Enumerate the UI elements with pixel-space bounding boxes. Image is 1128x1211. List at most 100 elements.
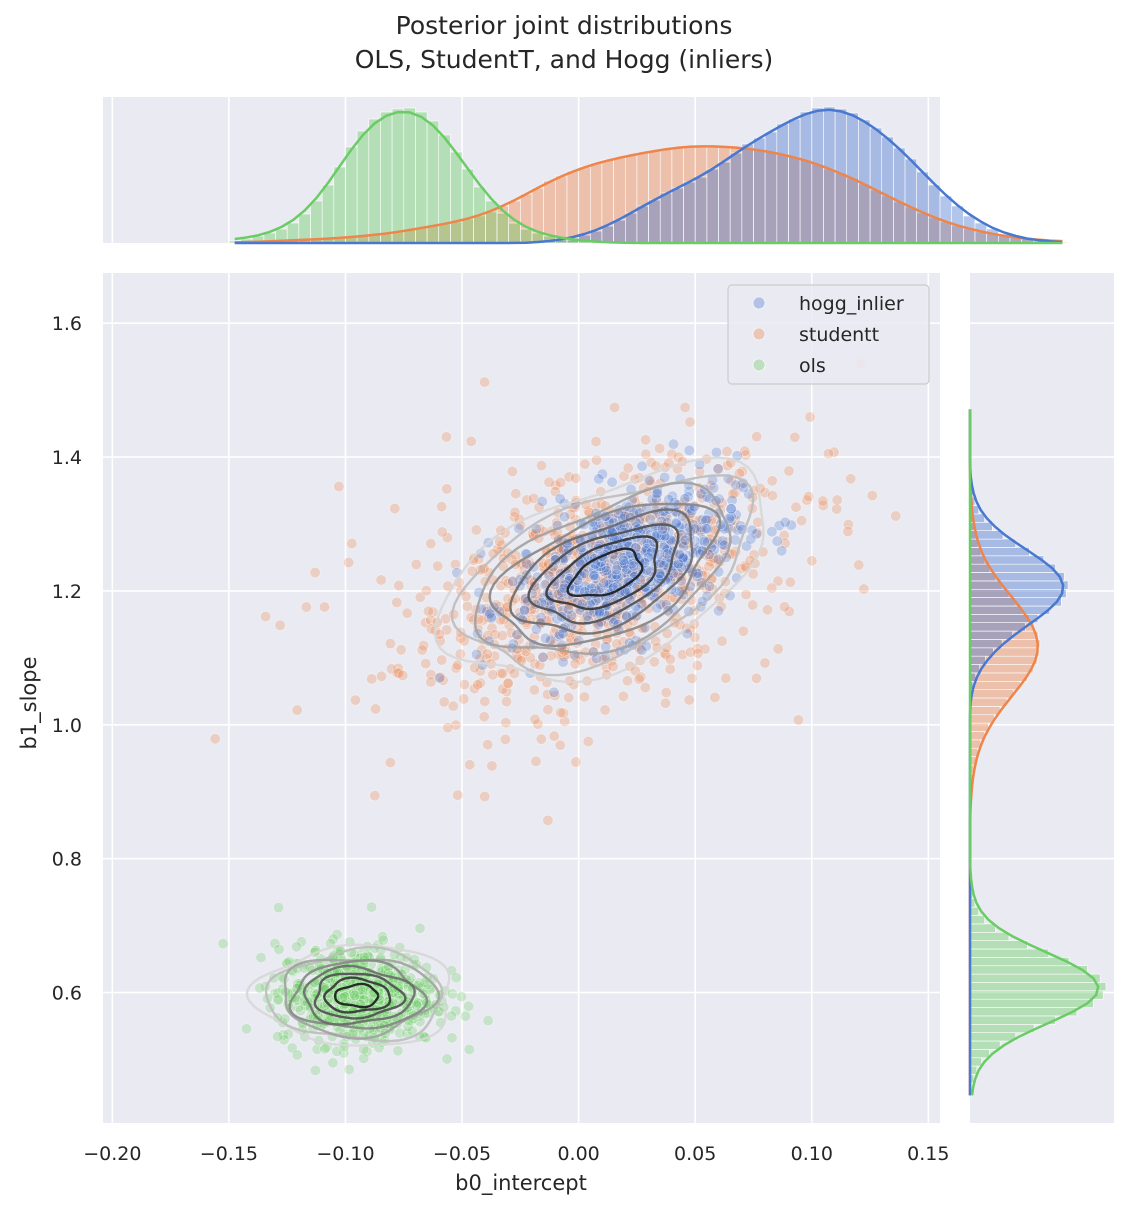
scatter-point <box>610 564 622 576</box>
marginal-y-bar <box>969 655 986 665</box>
scatter-point <box>548 567 560 579</box>
scatter-point <box>709 691 721 703</box>
marginal-y-bar <box>969 1049 990 1059</box>
scatter-point <box>648 656 660 668</box>
scatter-point <box>482 739 494 751</box>
scatter-point <box>548 730 560 742</box>
scatter-point <box>684 416 696 428</box>
scatter-point <box>331 928 343 940</box>
scatter-point <box>479 790 491 802</box>
scatter-point <box>463 1043 475 1055</box>
scatter-point <box>630 542 642 554</box>
scatter-point <box>272 994 284 1006</box>
scatter-point <box>291 704 303 716</box>
scatter-point <box>725 510 737 522</box>
scatter-point <box>563 692 575 704</box>
scatter-point <box>672 451 684 463</box>
scatter-point <box>570 472 582 484</box>
scatter-point <box>558 511 570 523</box>
marginal-y-bar <box>969 563 1056 573</box>
marginal-x-bar <box>811 107 824 244</box>
y-tick-label-3: 1.2 <box>52 581 82 603</box>
marginal-y-histograms <box>969 480 1107 1100</box>
scatter-point <box>557 656 569 668</box>
marginal-x-bar <box>799 111 813 244</box>
scatter-point <box>309 566 321 578</box>
scatter-point <box>370 703 382 715</box>
marginal-y-bar <box>969 1024 1035 1034</box>
legend-marker-studentt <box>752 327 766 341</box>
scatter-point <box>402 1020 414 1032</box>
marginal-y-bar <box>969 639 1003 649</box>
marginal-x-bar <box>718 161 731 244</box>
scatter-point <box>542 704 554 716</box>
marginal-x-bar <box>706 168 719 244</box>
scatter-point <box>672 558 684 570</box>
scatter-point <box>445 1010 457 1022</box>
scatter-point <box>272 1031 284 1043</box>
scatter-point <box>772 643 784 655</box>
scatter-point <box>518 604 530 616</box>
scatter-point <box>418 640 430 652</box>
marginal-x-bar <box>986 228 999 244</box>
scatter-point <box>535 460 547 472</box>
scatter-point <box>536 495 548 507</box>
scatter-point <box>282 1028 294 1040</box>
scatter-point <box>598 577 610 589</box>
scatter-point <box>766 490 778 502</box>
scatter-point <box>446 988 458 1000</box>
scatter-point <box>291 941 303 953</box>
marginal-y-bar <box>969 982 1107 992</box>
scatter-point <box>433 672 445 684</box>
scatter-point <box>255 952 267 964</box>
contour-level-5 <box>527 523 680 625</box>
scatter-point <box>461 600 473 612</box>
scatter-point <box>291 1049 303 1061</box>
scatter-point <box>471 648 483 660</box>
contour-level-5 <box>313 972 407 1020</box>
scatter-point <box>499 733 511 745</box>
marginal-x-bar <box>461 168 474 244</box>
scatter-point <box>766 475 778 487</box>
contour-level-0 <box>245 943 451 1047</box>
scatter-point <box>858 583 870 595</box>
scatter-point <box>529 713 541 725</box>
scatter-point <box>323 987 335 999</box>
scatter-point <box>845 473 857 485</box>
marginal-x-bar <box>333 166 346 244</box>
scatter-point <box>726 494 738 506</box>
scatter-point <box>436 654 448 666</box>
scatter-point <box>375 670 387 682</box>
scatter-point <box>700 523 712 535</box>
scatter-point <box>713 605 725 617</box>
scatter-point <box>585 582 597 594</box>
scatter-point <box>555 476 567 488</box>
marginal-y-bar <box>969 923 996 933</box>
scatter-point <box>507 575 519 587</box>
legend-label-hogg_inlier: hogg_inlier <box>799 293 904 315</box>
marginal-x-histograms <box>228 106 1069 244</box>
scatter-point <box>890 510 902 522</box>
y-tick-label-4: 1.4 <box>52 447 82 469</box>
marginal-y-bar <box>969 664 980 674</box>
scatter-point <box>806 555 818 567</box>
scatter-point <box>564 508 576 520</box>
title-line-1: Posterior joint distributions <box>396 11 733 40</box>
marginal-x-bar <box>659 192 673 244</box>
scatter-point <box>241 1023 253 1035</box>
scatter-point <box>651 602 663 614</box>
scatter-point <box>528 492 540 504</box>
scatter-point <box>300 601 312 613</box>
scatter-point <box>796 515 808 527</box>
scatter-point <box>395 644 407 656</box>
x-tick-label-5: 0.05 <box>674 1143 716 1165</box>
scatter-point <box>343 556 355 568</box>
scatter-point <box>676 518 688 530</box>
scatter-point <box>465 435 477 447</box>
scatter-point <box>628 560 640 572</box>
contours-ols <box>245 943 451 1047</box>
scatter-point <box>309 1064 321 1076</box>
marginal-x-kde-hogg_inlier <box>234 108 1063 245</box>
scatter-point <box>660 686 672 698</box>
scatter-point <box>789 431 801 443</box>
